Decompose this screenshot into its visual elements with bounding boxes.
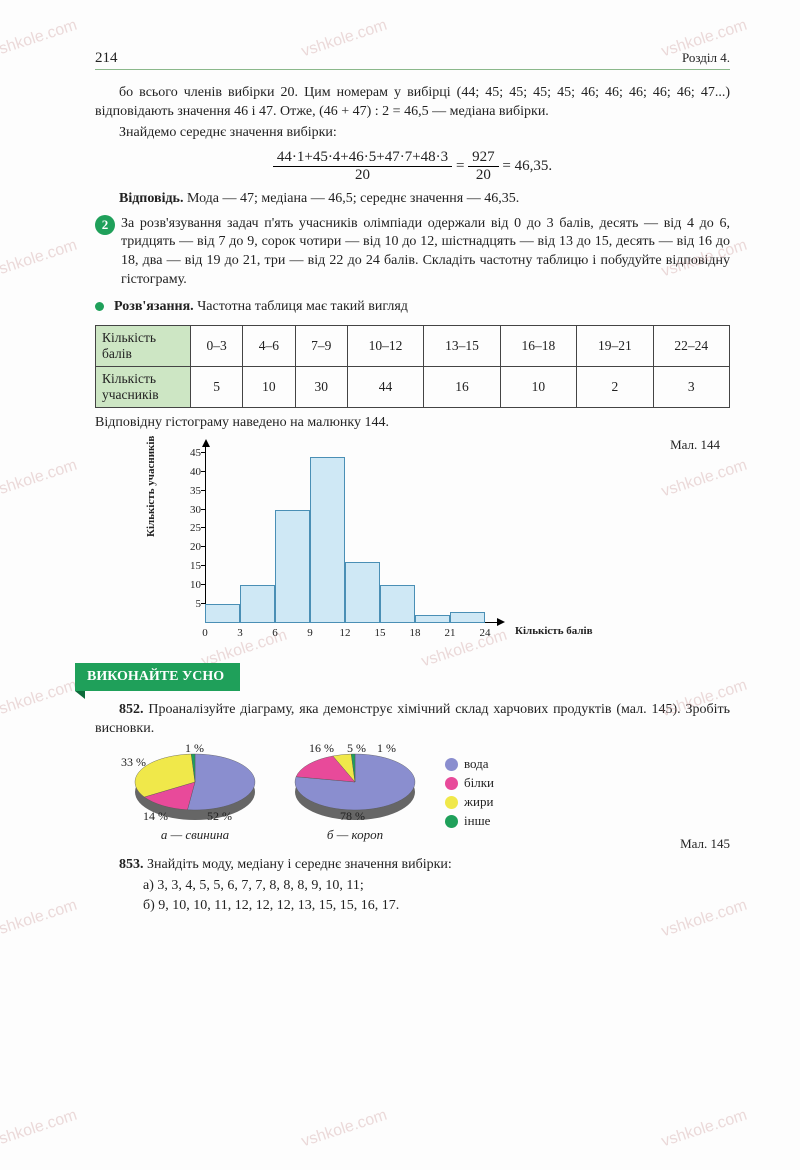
solution-label: Розв'язання. [114, 299, 194, 314]
histogram-figure: Мал. 144 Кількість учасників Кількість б… [95, 437, 730, 647]
row-header-counts: Кількість учасників [96, 367, 191, 408]
bullet-icon [95, 302, 104, 311]
pie-legend: водабілкижириінше [445, 756, 494, 832]
page-header: 214 Розділ 4. [95, 50, 730, 70]
page-number: 214 [95, 50, 118, 67]
frequency-table: Кількість балів 0–3 4–6 7–9 10–12 13–15 … [95, 325, 730, 408]
pie-a-caption: а — свинина [125, 827, 265, 843]
problem-2-text: За розв'язування задач п'ять учасників о… [121, 215, 730, 291]
problem-2: 2 За розв'язування задач п'ять учасників… [95, 215, 730, 293]
problem-badge-2: 2 [95, 215, 115, 235]
pie-b: 78 %16 %5 %1 % б — короп [285, 747, 425, 842]
pie-charts-figure: 52 %14 %33 %1 % а — свинина 78 %16 %5 %1… [125, 747, 730, 842]
exercise-853: 853. Знайдіть моду, медіану і середнє зн… [95, 856, 730, 917]
after-table-text: Відповідну гістограму наведено на малюнк… [95, 414, 730, 433]
histogram-ylabel: Кількість учасників [145, 436, 157, 537]
figure-145-label: Мал. 145 [680, 836, 730, 852]
paragraph-findmean: Знайдемо середнє значення вибірки: [95, 124, 730, 143]
figure-144-label: Мал. 144 [670, 437, 720, 453]
histogram-xlabel: Кількість балів [515, 625, 593, 637]
section-banner: ВИКОНАЙТЕ УСНО [75, 663, 240, 691]
table-data-row: Кількість учасників 5 10 30 44 16 10 2 3 [96, 367, 730, 408]
exercise-852: 852. Проаналізуйте діаграму, яка демонст… [95, 701, 730, 739]
histogram-chart: 5101520253035404503691215182124 [205, 443, 505, 623]
section-label: Розділ 4. [682, 50, 730, 67]
answer-line: Відповідь. Мода — 47; медіана — 46,5; се… [95, 190, 730, 209]
pie-a: 52 %14 %33 %1 % а — свинина [125, 747, 265, 842]
solution-header: Розв'язання. Частотна таблиця має такий … [95, 298, 730, 319]
answer-label: Відповідь. [119, 191, 183, 206]
pie-b-caption: б — короп [285, 827, 425, 843]
row-header-bins: Кількість балів [96, 326, 191, 367]
ex853-a: а) 3, 3, 4, 5, 5, 6, 7, 7, 8, 8, 8, 9, 1… [95, 877, 730, 896]
paragraph-continuation: бо всього членів вибірки 20. Цим номерам… [95, 84, 730, 122]
mean-formula: 44·1+45·4+46·5+47·7+48·320 = 92720 = 46,… [95, 149, 730, 184]
table-header-row: Кількість балів 0–3 4–6 7–9 10–12 13–15 … [96, 326, 730, 367]
ex853-b: б) 9, 10, 10, 11, 12, 12, 12, 13, 15, 15… [95, 897, 730, 916]
